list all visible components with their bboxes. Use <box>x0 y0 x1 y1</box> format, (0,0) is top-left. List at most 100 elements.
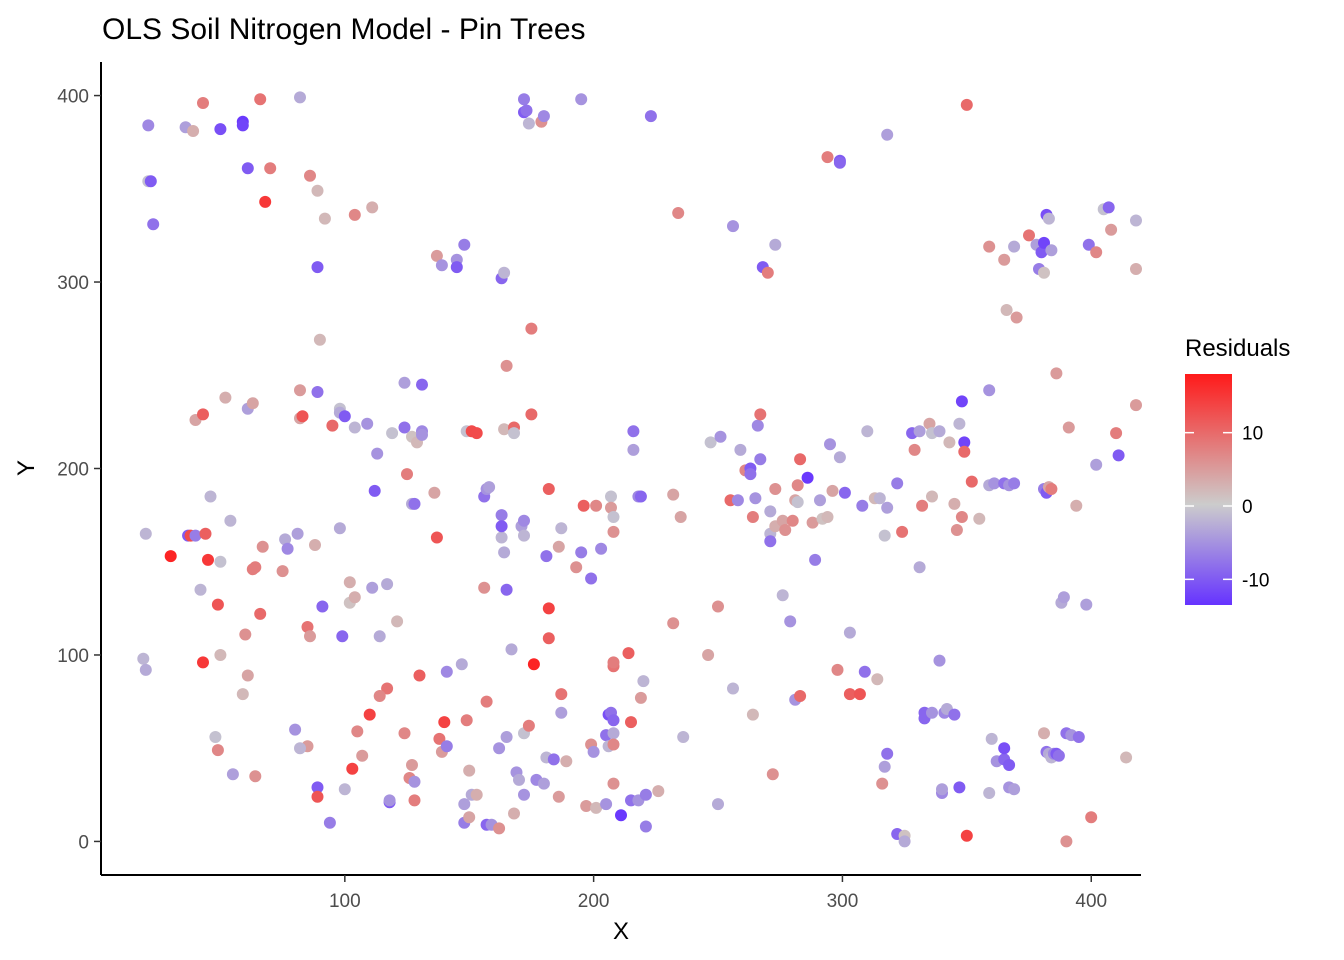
data-point <box>547 753 560 766</box>
data-point <box>776 514 789 527</box>
data-point <box>1045 483 1058 495</box>
data-point <box>881 747 894 760</box>
data-point <box>202 553 214 566</box>
data-point <box>276 565 289 578</box>
data-point <box>433 732 446 745</box>
data-point <box>498 423 511 436</box>
data-point <box>821 511 834 523</box>
data-point <box>219 391 232 404</box>
data-point <box>891 477 904 490</box>
data-point <box>923 417 936 430</box>
data-point <box>953 417 966 430</box>
data-point <box>1050 367 1063 380</box>
data-point <box>346 762 359 775</box>
data-point <box>761 266 774 279</box>
data-point <box>913 425 926 438</box>
data-point <box>955 395 968 408</box>
data-point <box>746 511 759 523</box>
data-point <box>406 759 418 771</box>
data-point <box>500 359 513 372</box>
data-point <box>843 626 856 639</box>
data-point <box>943 436 956 449</box>
data-point <box>294 384 306 397</box>
data-point <box>916 499 929 512</box>
data-point <box>304 630 316 643</box>
data-point <box>1110 427 1123 440</box>
data-point <box>398 727 411 740</box>
data-point <box>373 690 386 702</box>
data-point <box>936 783 948 796</box>
data-point <box>542 483 555 495</box>
data-point <box>254 93 267 106</box>
data-point <box>779 524 792 536</box>
data-point <box>470 788 483 801</box>
data-point <box>873 492 886 505</box>
data-point <box>607 714 620 727</box>
data-point <box>1038 236 1050 249</box>
data-point <box>194 583 207 596</box>
data-point <box>801 471 814 484</box>
data-point <box>264 162 277 175</box>
data-point <box>416 428 428 441</box>
data-point <box>500 583 513 596</box>
data-point <box>356 749 369 762</box>
data-point <box>522 117 535 130</box>
data-point <box>408 775 421 788</box>
data-point <box>460 714 473 727</box>
data-point <box>858 665 871 678</box>
data-point <box>348 421 361 434</box>
data-point <box>430 249 443 262</box>
data-point <box>1060 835 1073 848</box>
data-point <box>637 675 650 688</box>
data-point <box>712 798 724 811</box>
data-point <box>211 598 224 611</box>
data-point <box>585 572 598 585</box>
data-point <box>794 453 807 466</box>
data-point <box>794 690 807 702</box>
data-point <box>1082 238 1095 251</box>
data-point <box>199 527 212 540</box>
x-tick-label: 300 <box>827 891 859 912</box>
data-point <box>470 427 483 440</box>
data-point <box>933 425 946 438</box>
data-point <box>343 576 356 589</box>
data-point <box>381 682 394 695</box>
data-point <box>518 529 530 542</box>
data-point <box>627 425 640 438</box>
data-point <box>595 542 608 555</box>
data-point <box>430 531 443 544</box>
data-point <box>1023 229 1035 242</box>
data-point <box>1085 811 1098 824</box>
points-layer <box>137 91 1142 848</box>
data-point <box>809 553 822 566</box>
data-point <box>1070 499 1083 512</box>
data-point <box>313 333 326 346</box>
data-point <box>926 490 938 503</box>
data-point <box>254 607 267 620</box>
data-point <box>458 798 471 811</box>
data-point <box>926 706 938 719</box>
data-point <box>754 453 767 466</box>
y-ticks: 0 100 200 300 400 <box>57 87 101 853</box>
data-point <box>383 794 396 807</box>
data-point <box>139 527 152 540</box>
data-point <box>259 195 272 208</box>
data-point <box>142 119 155 132</box>
data-point <box>301 621 314 633</box>
data-point <box>560 755 573 768</box>
data-point <box>294 742 306 755</box>
data-point <box>575 546 588 559</box>
data-point <box>483 481 496 494</box>
data-point <box>493 822 506 835</box>
data-point <box>634 691 647 704</box>
data-point <box>731 494 744 507</box>
data-point <box>204 490 217 503</box>
data-point <box>570 561 583 574</box>
data-point <box>508 427 520 440</box>
data-point <box>209 731 222 743</box>
data-point <box>525 408 538 421</box>
legend-tick-label: 0 <box>1242 497 1253 518</box>
data-point <box>1072 731 1085 743</box>
data-point <box>458 238 471 251</box>
data-point <box>1003 759 1016 771</box>
